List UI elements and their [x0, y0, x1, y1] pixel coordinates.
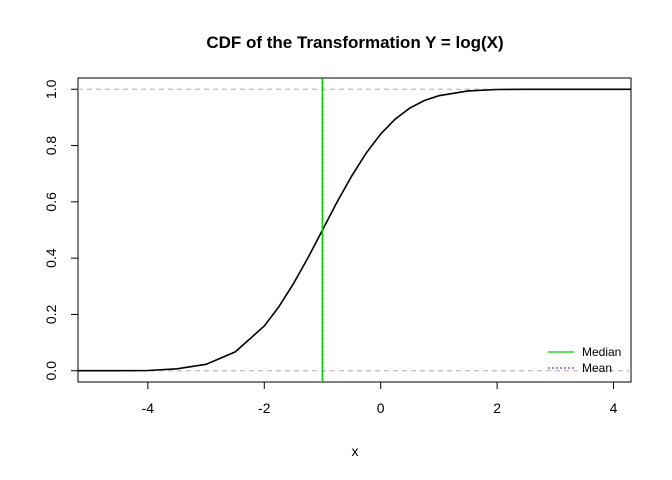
x-tick-label: 4 [610, 400, 618, 416]
x-axis-label: x [352, 443, 359, 459]
cdf-curve [78, 88, 631, 372]
y-tick-label: 0.4 [43, 248, 59, 268]
plot-frame [77, 77, 632, 383]
y-tick-label: 0.2 [43, 305, 59, 325]
y-tick-label: 0.8 [43, 136, 59, 156]
x-tick-label: -2 [258, 400, 271, 416]
legend-label-mean: Mean [582, 361, 612, 375]
plot-area: -4 -2 0 2 4 0.0 0.2 0.4 0.6 0.8 1.0 Median Mean [43, 77, 632, 416]
x-tick-label: -4 [142, 400, 155, 416]
x-tick-label: 0 [377, 400, 385, 416]
chart-title: CDF of the Transformation Y = log(X) [206, 33, 503, 52]
y-tick-label: 1.0 [43, 79, 59, 99]
x-tick-label: 2 [493, 400, 501, 416]
y-tick-label: 0.6 [43, 192, 59, 212]
y-tick-label: 0.0 [43, 361, 59, 381]
legend-label-median: Median [582, 345, 621, 359]
